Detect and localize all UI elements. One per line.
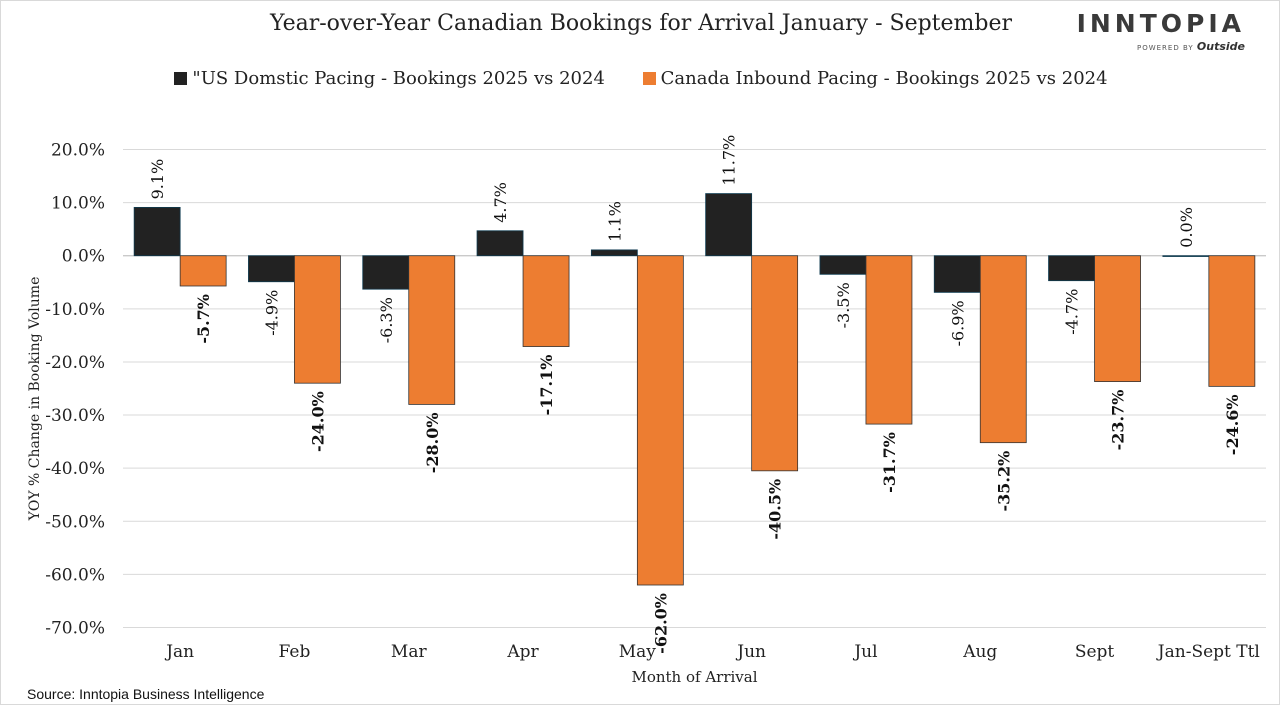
x-tick-label: Mar [391,642,428,662]
bar-us-domestic [362,255,410,290]
data-label: -5.7% [194,294,213,344]
legend-item-canada: Canada Inbound Pacing - Bookings 2025 vs… [642,68,1108,89]
legend-swatch-us [174,72,188,85]
x-tick-label: Feb [279,642,311,662]
bar-us-domestic [819,255,867,275]
bar-canada-inbound [522,255,570,347]
legend-item-us: "US Domstic Pacing - Bookings 2025 vs 20… [174,68,605,89]
logo-tagline-prefix: POWERED BY [1136,44,1194,52]
chart-legend: "US Domstic Pacing - Bookings 2025 vs 20… [1,68,1280,89]
y-tick-label: -70.0% [45,619,105,639]
data-label: 11.7% [720,135,739,186]
bar-canada-inbound [1094,255,1141,382]
y-axis-title: YOY % Change in Booking Volume [27,277,43,522]
inntopia-logo: INNTOPIA POWERED BY Outside [1077,9,1245,53]
bar-us-domestic [590,249,638,257]
x-tick-label: Jan [164,642,194,662]
bar-us-domestic [705,193,753,257]
data-label: -24.0% [308,391,327,452]
y-tick-label: -40.0% [45,459,105,479]
bar-canada-inbound [979,255,1027,444]
bar-canada-inbound [751,255,799,472]
bar-canada-inbound [865,255,913,425]
data-label: -6.3% [377,297,396,343]
bar-us-domestic [1048,255,1095,282]
data-label: 9.1% [148,159,167,200]
y-tick-label: 10.0% [51,194,105,214]
data-label: 4.7% [491,182,510,223]
x-tick-label: Jan-Sept Ttl [1156,642,1260,662]
x-tick-label: Jul [852,642,877,662]
data-label: -35.2% [994,451,1013,512]
data-label: 0.0% [1177,207,1196,248]
x-tick-label: Apr [506,642,539,662]
data-label: -40.5% [766,479,785,540]
bar-canada-inbound [1208,255,1256,387]
data-label: -23.7% [1109,390,1128,451]
bar-us-domestic [133,206,181,257]
bar-canada-inbound [179,255,227,287]
data-label: -62.0% [651,593,670,654]
x-tick-label: Jun [735,642,766,662]
y-tick-label: 0.0% [62,247,105,267]
bar-us-domestic [476,230,524,257]
data-label: -28.0% [423,412,442,473]
data-label: -17.1% [537,355,556,416]
x-tick-label: Aug [962,642,997,662]
y-tick-label: -20.0% [45,353,105,373]
logo-tagline-brand: Outside [1196,40,1245,53]
data-label: -24.6% [1223,394,1242,455]
logo-tagline: POWERED BY Outside [1077,40,1245,53]
chart-title: Year-over-Year Canadian Bookings for Arr… [269,11,1013,36]
x-axis-title: Month of Arrival [631,668,757,686]
bar-us-domestic [933,255,981,293]
legend-label-us: "US Domstic Pacing - Bookings 2025 vs 20… [192,68,605,89]
bar-canada-inbound [408,255,456,405]
y-tick-label: -30.0% [45,406,105,426]
bar-us-domestic [1162,255,1210,257]
data-label: -4.7% [1063,289,1082,335]
bar-canada-inbound [636,255,684,586]
y-tick-label: -10.0% [45,300,105,320]
bar-canada-inbound [294,255,341,384]
bar-us-domestic [248,255,295,283]
legend-label-canada: Canada Inbound Pacing - Bookings 2025 vs… [660,68,1108,89]
data-label: -6.9% [948,300,967,346]
data-label: -3.5% [834,282,853,328]
legend-swatch-canada [642,72,656,85]
x-tick-label: Sept [1075,642,1115,662]
x-tick-label: May [619,642,657,662]
data-label: -31.7% [880,432,899,493]
y-tick-label: -50.0% [45,512,105,532]
y-tick-label: 20.0% [51,141,105,161]
y-tick-label: -60.0% [45,565,105,585]
logo-wordmark: INNTOPIA [1076,9,1245,38]
data-label: 1.1% [605,201,624,242]
source-note: Source: Inntopia Business Intelligence [27,686,265,702]
data-label: -4.9% [262,290,281,336]
